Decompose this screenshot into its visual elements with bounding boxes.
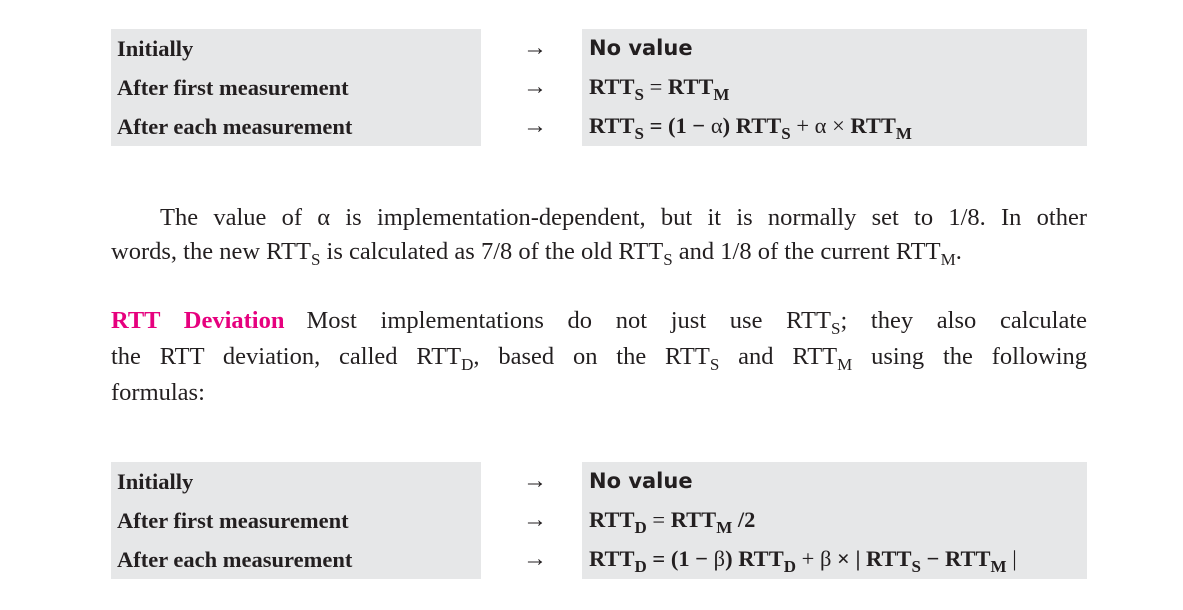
right-arrow-icon: → xyxy=(523,546,547,572)
row-label: After each measurement xyxy=(111,540,481,579)
formula-subscript: S xyxy=(781,124,791,143)
formula-part: = (1 − xyxy=(646,546,714,571)
formula-part: RTT xyxy=(850,113,896,138)
table-row: After first measurement → RTTD = RTTM /2 xyxy=(111,501,1087,540)
formula-part: × | RTT xyxy=(831,546,912,571)
row-formula: No value xyxy=(582,462,1087,501)
formula-part: − RTT xyxy=(920,546,991,571)
formula-subscript: D xyxy=(634,557,647,576)
text-subscript: S xyxy=(830,319,841,338)
text-run: the RTT deviation, called RTT xyxy=(111,343,462,370)
text-subscript: M xyxy=(940,250,956,269)
right-arrow-icon: → xyxy=(523,507,547,533)
beta-symbol: β xyxy=(713,546,726,571)
table-row: After each measurement → RTTS = (1 − α) … xyxy=(111,107,1087,146)
formula-subscript: D xyxy=(634,518,647,537)
formula-subscript: S xyxy=(634,85,644,104)
formula-part: = (1 − xyxy=(643,113,711,138)
row-label: After each measurement xyxy=(111,107,481,146)
right-arrow-icon: → xyxy=(523,113,547,139)
smoothed-rtt-formula-table: Initially → No value After first measure… xyxy=(111,29,1087,146)
section-heading: RTT Deviation xyxy=(111,307,285,334)
formula-text: No value xyxy=(589,469,693,493)
row-label: Initially xyxy=(111,29,481,68)
text-run: and RTT xyxy=(719,343,838,370)
formula-part: = xyxy=(643,74,668,99)
formula-subscript: M xyxy=(716,518,733,537)
formula-part: + xyxy=(795,546,820,571)
rtt-deviation-formula-table: Initially → No value After first measure… xyxy=(111,462,1087,579)
alpha-symbol: α xyxy=(317,204,331,231)
text-run: words, the new RTT xyxy=(111,238,311,265)
formula-part: RTT xyxy=(589,74,635,99)
formula-subscript: M xyxy=(895,124,912,143)
text-line: The value of α is implementation-depende… xyxy=(111,201,1087,235)
formula-part: /2 xyxy=(732,507,756,532)
formula-part: ) RTT xyxy=(725,546,784,571)
formula-subscript: D xyxy=(783,557,796,576)
text-line: words, the new RTTS is calculated as 7/8… xyxy=(111,235,1087,271)
formula-part: | xyxy=(1006,546,1017,571)
right-arrow-icon: → xyxy=(523,35,547,61)
row-label: After first measurement xyxy=(111,68,481,107)
formula-subscript: S xyxy=(911,557,921,576)
row-formula: RTTD = RTTM /2 xyxy=(582,501,1087,540)
formula-subscript: S xyxy=(634,124,644,143)
text-subscript: S xyxy=(663,250,673,269)
text-subscript: D xyxy=(461,355,474,374)
alpha-explanation-paragraph: The value of α is implementation-depende… xyxy=(111,201,1087,271)
formula-subscript: M xyxy=(713,85,730,104)
right-arrow-icon: → xyxy=(523,468,547,494)
alpha-symbol: α xyxy=(814,113,827,138)
formula-part: RTT xyxy=(589,546,635,571)
text-run: is calculated as 7/8 of the old RTT xyxy=(320,238,664,265)
formula-part: RTT xyxy=(670,507,717,532)
formula-subscript: M xyxy=(990,557,1007,576)
text-subscript: M xyxy=(837,355,853,374)
text-subscript: S xyxy=(310,250,321,269)
text-run: is implementation-dependent, but it is n… xyxy=(330,204,1087,231)
formula-part: RTT xyxy=(589,113,635,138)
text-subscript: S xyxy=(709,355,720,374)
formula-text: No value xyxy=(589,36,693,60)
row-formula: RTTS = RTTM xyxy=(582,68,1087,107)
text-run: using the following xyxy=(852,343,1087,370)
text-run: , based on the RTT xyxy=(473,343,710,370)
row-label: After first measurement xyxy=(111,501,481,540)
alpha-symbol: α xyxy=(710,113,723,138)
row-formula: No value xyxy=(582,29,1087,68)
row-formula: RTTS = (1 − α) RTTS + α × RTTM xyxy=(582,107,1087,146)
text-run: Most implementations do not just use RTT xyxy=(306,307,831,334)
formula-part: RTT xyxy=(667,74,714,99)
right-arrow-icon: → xyxy=(523,74,547,100)
text-run: The value of xyxy=(160,204,318,231)
table-row: Initially → No value xyxy=(111,29,1087,68)
text-line: RTT Deviation Most implementations do not… xyxy=(111,304,1087,340)
formula-part: + xyxy=(790,113,815,138)
beta-symbol: β xyxy=(819,546,832,571)
table-row: After first measurement → RTTS = RTTM xyxy=(111,68,1087,107)
text-run: . xyxy=(955,238,962,265)
table-row: After each measurement → RTTD = (1 − β) … xyxy=(111,540,1087,579)
rtt-deviation-paragraph: RTT Deviation Most implementations do not… xyxy=(111,304,1087,410)
row-label: Initially xyxy=(111,462,481,501)
formula-part: = xyxy=(646,507,671,532)
times-symbol: × xyxy=(826,113,851,138)
text-run: and 1/8 of the current RTT xyxy=(672,238,941,265)
formula-part: RTT xyxy=(589,507,635,532)
table-row: Initially → No value xyxy=(111,462,1087,501)
formula-part: ) RTT xyxy=(722,113,782,138)
text-line: formulas: xyxy=(111,379,205,406)
text-line: the RTT deviation, called RTTD, based on… xyxy=(111,340,1087,376)
row-formula: RTTD = (1 − β) RTTD + β × | RTTS − RTTM … xyxy=(582,540,1087,579)
text-run: ; they also calculate xyxy=(840,307,1087,334)
